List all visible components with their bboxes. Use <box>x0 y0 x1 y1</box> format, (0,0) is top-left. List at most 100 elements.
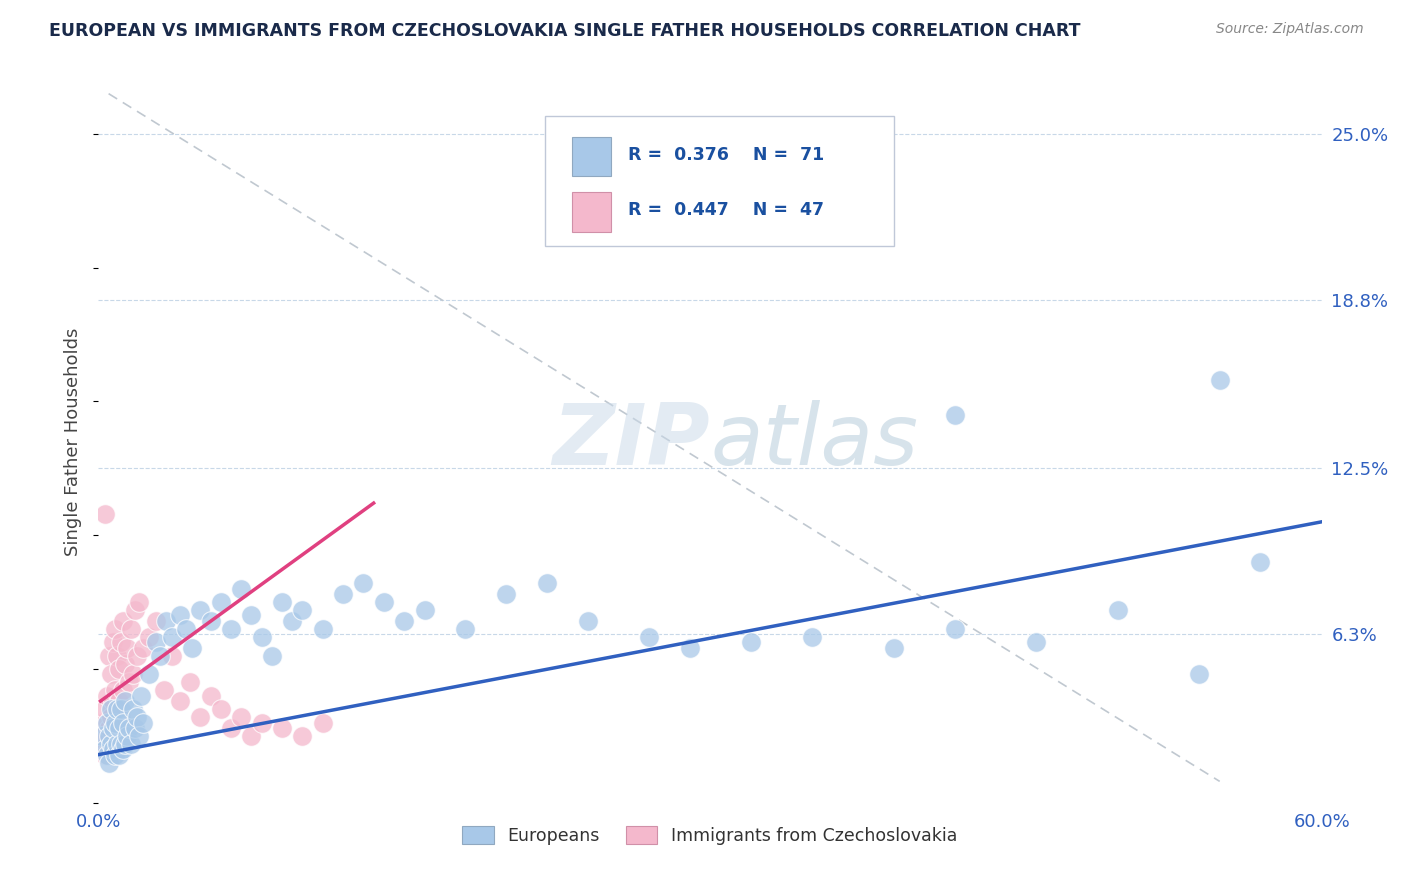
Point <box>110 635 132 649</box>
Point <box>943 622 966 636</box>
Point <box>101 635 124 649</box>
Point <box>181 640 204 655</box>
Point <box>96 689 118 703</box>
Point <box>93 742 115 756</box>
Text: R =  0.376    N =  71: R = 0.376 N = 71 <box>628 145 824 164</box>
Point <box>332 587 354 601</box>
Point <box>110 710 132 724</box>
Point <box>128 595 150 609</box>
Point <box>105 702 128 716</box>
Point <box>111 742 134 756</box>
Point <box>104 715 127 730</box>
Point <box>108 662 131 676</box>
Point <box>105 702 128 716</box>
Text: atlas: atlas <box>710 400 918 483</box>
Point <box>129 689 152 703</box>
Point <box>118 675 141 690</box>
Point <box>1209 373 1232 387</box>
Point <box>1249 555 1271 569</box>
Point <box>100 667 122 681</box>
Point <box>801 630 824 644</box>
Point <box>188 603 212 617</box>
Point <box>93 702 115 716</box>
Point <box>943 408 966 422</box>
Point <box>312 622 335 636</box>
Point <box>110 737 132 751</box>
Point <box>115 640 138 655</box>
Point <box>536 576 558 591</box>
Point <box>101 742 124 756</box>
Point <box>209 595 232 609</box>
Point <box>231 710 253 724</box>
Point <box>145 614 167 628</box>
Point <box>105 648 128 663</box>
Point <box>111 683 134 698</box>
Point <box>97 756 120 770</box>
Point <box>132 715 155 730</box>
Y-axis label: Single Father Households: Single Father Households <box>65 327 83 556</box>
Point <box>100 710 122 724</box>
Point <box>200 689 222 703</box>
Point <box>132 640 155 655</box>
Point <box>155 614 177 628</box>
Point <box>250 630 273 644</box>
Point <box>240 608 263 623</box>
Point <box>179 675 201 690</box>
Point <box>127 648 149 663</box>
Point <box>114 657 136 671</box>
Point <box>114 694 136 708</box>
Point <box>152 683 174 698</box>
FancyBboxPatch shape <box>546 117 894 246</box>
Point <box>174 622 197 636</box>
Point <box>97 721 120 735</box>
Point <box>668 207 690 221</box>
Point <box>124 721 146 735</box>
Point <box>100 702 122 716</box>
Point <box>291 603 314 617</box>
Point <box>111 715 134 730</box>
Point <box>96 729 118 743</box>
Point <box>250 715 273 730</box>
Point <box>219 721 242 735</box>
Point <box>115 729 138 743</box>
Point <box>200 614 222 628</box>
Point <box>93 507 115 521</box>
Text: Source: ZipAtlas.com: Source: ZipAtlas.com <box>1216 22 1364 37</box>
Point <box>93 747 115 762</box>
Point <box>637 630 661 644</box>
Point <box>231 582 253 596</box>
Point <box>240 729 263 743</box>
Point <box>188 710 212 724</box>
Point <box>270 595 294 609</box>
Point <box>96 715 118 730</box>
Point <box>260 648 283 663</box>
Point <box>120 737 142 751</box>
Point <box>160 630 183 644</box>
Point <box>160 648 183 663</box>
Point <box>373 595 395 609</box>
Point <box>209 702 232 716</box>
Point <box>108 747 131 762</box>
Point <box>145 635 167 649</box>
Point <box>91 737 114 751</box>
Point <box>108 694 131 708</box>
Point <box>127 710 149 724</box>
Point <box>111 614 134 628</box>
Point <box>1188 667 1211 681</box>
Point <box>100 737 122 751</box>
Point <box>97 729 120 743</box>
Point <box>122 702 145 716</box>
Point <box>101 694 124 708</box>
Point <box>138 630 160 644</box>
Point <box>270 721 294 735</box>
Point <box>883 640 905 655</box>
Point <box>104 683 127 698</box>
Point <box>312 715 335 730</box>
Point <box>281 614 304 628</box>
Point <box>352 576 374 591</box>
Point <box>122 667 145 681</box>
Point <box>114 737 136 751</box>
Point <box>96 747 118 762</box>
Point <box>105 737 128 751</box>
Point <box>679 640 702 655</box>
